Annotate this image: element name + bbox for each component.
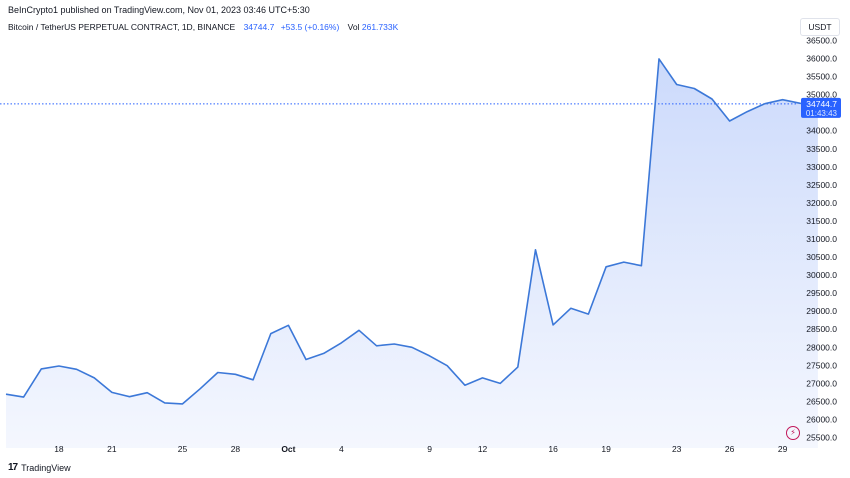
y-tick-label: 29000.0 (806, 306, 837, 316)
x-tick-label: 16 (548, 444, 558, 454)
legend-price: 34744.7 (243, 22, 275, 32)
tradingview-footer: 17 TradingView (8, 462, 71, 473)
x-tick-label: 4 (339, 444, 344, 454)
y-tick-label: 26500.0 (806, 396, 837, 406)
y-tick-label: 30500.0 (806, 252, 837, 262)
y-tick-label: 26000.0 (806, 414, 837, 424)
y-tick-label: 33500.0 (806, 144, 837, 154)
y-tick-label: 32500.0 (806, 180, 837, 190)
y-tick-label: 35500.0 (806, 72, 837, 82)
area-fill (6, 58, 818, 449)
tradingview-brand[interactable]: TradingView (21, 462, 71, 473)
x-tick-label: 25 (178, 444, 188, 454)
y-tick-label: 31500.0 (806, 216, 837, 226)
y-tick-label: 34000.0 (806, 126, 837, 136)
y-tick-label: 28000.0 (806, 342, 837, 352)
price-tag-countdown: 01:43:43 (806, 109, 838, 118)
x-tick-label: 9 (427, 444, 432, 454)
legend-volume-label: Vol (347, 22, 360, 32)
currency-button[interactable]: USDT (800, 18, 840, 36)
y-tick-label: 29500.0 (806, 288, 837, 298)
publisher-line: BeInCrypto1 published on TradingView.com… (8, 5, 310, 15)
symbol-title[interactable]: Bitcoin / TetherUS PERPETUAL CONTRACT, 1… (8, 22, 236, 32)
x-tick-label: 18 (54, 444, 64, 454)
y-tick-label: 35000.0 (806, 90, 837, 100)
price-tag-value: 34744.7 (806, 99, 837, 109)
x-tick-label: 28 (231, 444, 241, 454)
y-tick-label: 33000.0 (806, 162, 837, 172)
x-tick-label: 26 (725, 444, 735, 454)
x-tick-label: 12 (478, 444, 488, 454)
x-tick-label: Oct (281, 444, 295, 454)
y-tick-label: 32000.0 (806, 198, 837, 208)
y-tick-label: 27000.0 (806, 378, 837, 388)
y-tick-label: 36500.0 (806, 36, 837, 46)
x-tick-label: 23 (672, 444, 682, 454)
legend-volume-value: 261.733K (361, 22, 399, 32)
lightning-icon[interactable]: ⚡ (786, 426, 800, 440)
y-tick-label: 25500.0 (806, 433, 837, 443)
y-tick-label: 27500.0 (806, 360, 837, 370)
y-tick-label: 36000.0 (806, 54, 837, 64)
x-tick-label: 19 (601, 444, 611, 454)
y-tick-label: 30000.0 (806, 270, 837, 280)
y-tick-label: 28500.0 (806, 324, 837, 334)
legend-change: +53.5 (+0.16%) (280, 22, 340, 32)
x-tick-label: 29 (778, 444, 788, 454)
tradingview-logo-icon: 17 (8, 462, 18, 473)
price-tag-box (801, 97, 841, 118)
symbol-legend: Bitcoin / TetherUS PERPETUAL CONTRACT, 1… (8, 22, 398, 32)
x-tick-label: 21 (107, 444, 117, 454)
y-tick-label: 31000.0 (806, 234, 837, 244)
price-line (5, 58, 818, 405)
